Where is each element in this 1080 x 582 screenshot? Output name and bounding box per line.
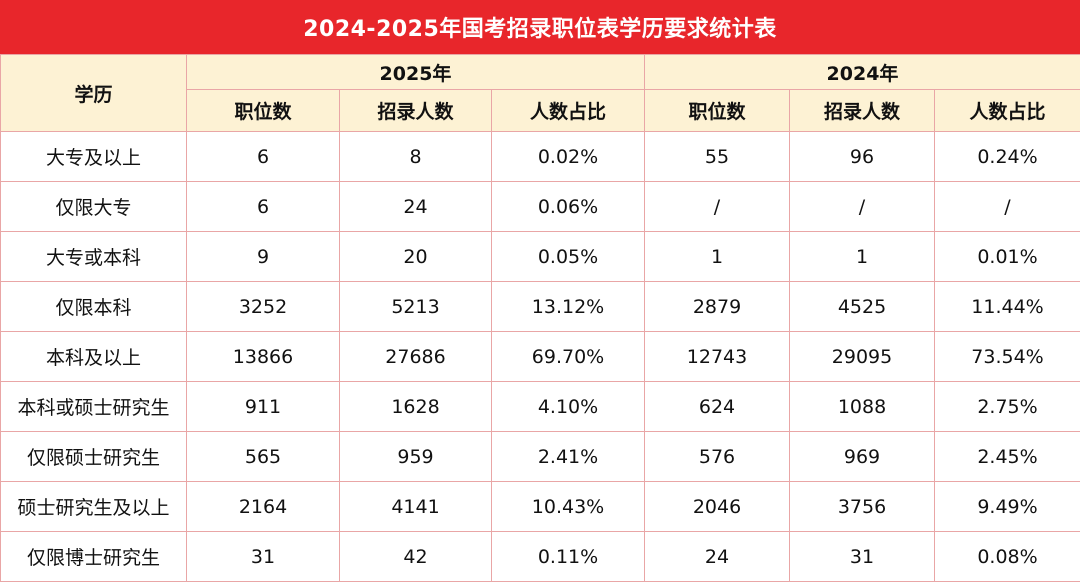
table-row: 仅限本科 3252 5213 13.12% 2879 4525 11.44%	[0, 281, 1080, 332]
cell-2024-share: /	[934, 181, 1080, 232]
cell-2024-share: 2.75%	[934, 381, 1080, 432]
cell-2025-recruits: 4141	[339, 481, 492, 532]
cell-2024-positions: 576	[644, 431, 790, 482]
cell-2024-recruits: 96	[789, 131, 935, 182]
header-2024-share: 人数占比	[934, 89, 1080, 132]
cell-2024-recruits: 31	[789, 531, 935, 582]
cell-2024-recruits: 4525	[789, 281, 935, 332]
cell-2024-positions: 24	[644, 531, 790, 582]
cell-2024-recruits: 969	[789, 431, 935, 482]
cell-2024-share: 0.08%	[934, 531, 1080, 582]
cell-2024-positions: 2046	[644, 481, 790, 532]
cell-2025-recruits: 20	[339, 231, 492, 282]
row-label: 大专或本科	[0, 231, 187, 282]
cell-2025-share: 0.05%	[491, 231, 645, 282]
header-2025-share: 人数占比	[491, 89, 645, 132]
cell-2025-recruits: 27686	[339, 331, 492, 382]
cell-2024-share: 9.49%	[934, 481, 1080, 532]
cell-2024-recruits: 1	[789, 231, 935, 282]
cell-2025-positions: 6	[186, 131, 340, 182]
row-label: 仅限博士研究生	[0, 531, 187, 582]
cell-2025-share: 69.70%	[491, 331, 645, 382]
row-label: 本科或硕士研究生	[0, 381, 187, 432]
table-row: 仅限大专 6 24 0.06% / / /	[0, 181, 1080, 232]
header-2024-recruits: 招录人数	[789, 89, 935, 132]
cell-2025-positions: 911	[186, 381, 340, 432]
cell-2025-positions: 565	[186, 431, 340, 482]
cell-2025-positions: 6	[186, 181, 340, 232]
cell-2024-positions: 624	[644, 381, 790, 432]
cell-2024-recruits: 29095	[789, 331, 935, 382]
row-label: 硕士研究生及以上	[0, 481, 187, 532]
cell-2024-positions: 12743	[644, 331, 790, 382]
row-label: 仅限本科	[0, 281, 187, 332]
row-label: 仅限硕士研究生	[0, 431, 187, 482]
cell-2025-positions: 31	[186, 531, 340, 582]
education-stats-table: 学历 2025年 2024年 职位数 招录人数 人数占比 职位数 招录人数 人数…	[0, 54, 1080, 582]
table-row: 硕士研究生及以上 2164 4141 10.43% 2046 3756 9.49%	[0, 481, 1080, 532]
cell-2024-share: 73.54%	[934, 331, 1080, 382]
cell-2025-share: 0.11%	[491, 531, 645, 582]
cell-2025-share: 0.02%	[491, 131, 645, 182]
cell-2024-share: 0.24%	[934, 131, 1080, 182]
cell-2025-share: 10.43%	[491, 481, 645, 532]
cell-2025-positions: 13866	[186, 331, 340, 382]
header-group-2024: 2024年	[644, 54, 1080, 90]
table-row: 大专及以上 6 8 0.02% 55 96 0.24%	[0, 131, 1080, 182]
row-label: 本科及以上	[0, 331, 187, 382]
cell-2025-recruits: 959	[339, 431, 492, 482]
header-group-2025: 2025年	[186, 54, 645, 90]
cell-2025-recruits: 5213	[339, 281, 492, 332]
cell-2024-positions: 55	[644, 131, 790, 182]
row-label: 仅限大专	[0, 181, 187, 232]
cell-2024-recruits: 3756	[789, 481, 935, 532]
cell-2024-share: 0.01%	[934, 231, 1080, 282]
cell-2024-positions: 2879	[644, 281, 790, 332]
cell-2025-recruits: 24	[339, 181, 492, 232]
table-row: 仅限博士研究生 31 42 0.11% 24 31 0.08%	[0, 531, 1080, 582]
cell-2024-recruits: /	[789, 181, 935, 232]
cell-2025-positions: 3252	[186, 281, 340, 332]
cell-2025-share: 2.41%	[491, 431, 645, 482]
header-2024-positions: 职位数	[644, 89, 790, 132]
header-education: 学历	[0, 54, 187, 132]
row-label: 大专及以上	[0, 131, 187, 182]
cell-2025-recruits: 42	[339, 531, 492, 582]
cell-2024-share: 2.45%	[934, 431, 1080, 482]
cell-2025-positions: 2164	[186, 481, 340, 532]
cell-2025-recruits: 8	[339, 131, 492, 182]
cell-2025-recruits: 1628	[339, 381, 492, 432]
table-row: 大专或本科 9 20 0.05% 1 1 0.01%	[0, 231, 1080, 282]
cell-2025-positions: 9	[186, 231, 340, 282]
cell-2025-share: 0.06%	[491, 181, 645, 232]
table-row: 仅限硕士研究生 565 959 2.41% 576 969 2.45%	[0, 431, 1080, 482]
table-row: 本科或硕士研究生 911 1628 4.10% 624 1088 2.75%	[0, 381, 1080, 432]
header-2025-recruits: 招录人数	[339, 89, 492, 132]
cell-2025-share: 4.10%	[491, 381, 645, 432]
table-row: 本科及以上 13866 27686 69.70% 12743 29095 73.54%	[0, 331, 1080, 382]
cell-2024-positions: /	[644, 181, 790, 232]
cell-2024-share: 11.44%	[934, 281, 1080, 332]
page-title: 2024-2025年国考招录职位表学历要求统计表	[0, 0, 1080, 54]
cell-2024-positions: 1	[644, 231, 790, 282]
header-2025-positions: 职位数	[186, 89, 340, 132]
cell-2025-share: 13.12%	[491, 281, 645, 332]
cell-2024-recruits: 1088	[789, 381, 935, 432]
